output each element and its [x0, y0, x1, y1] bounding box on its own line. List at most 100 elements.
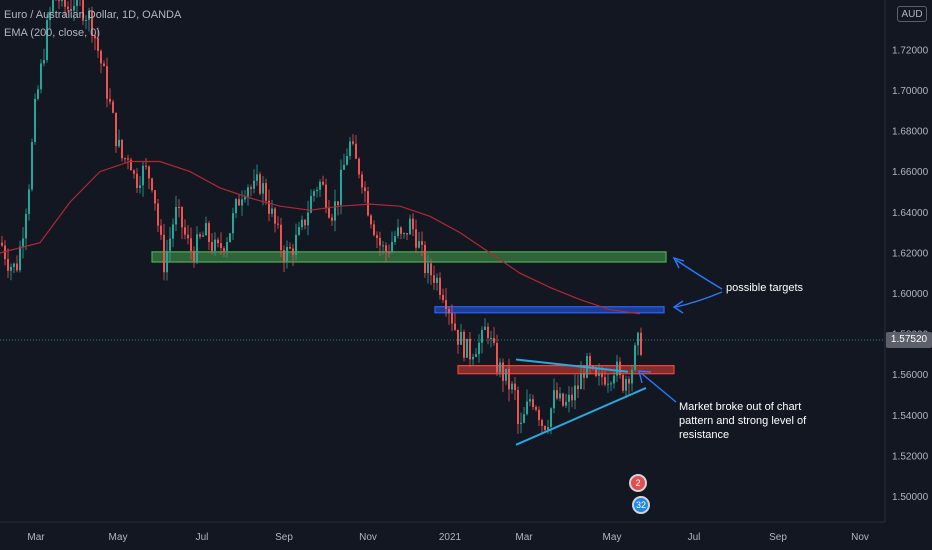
candle-body [502, 362, 504, 381]
candle-body [550, 408, 552, 427]
candle-body [598, 373, 600, 376]
candle-body [565, 401, 567, 406]
candle-body [178, 206, 180, 208]
candle-body [388, 252, 390, 254]
candle-body [133, 170, 135, 174]
time-tick-label: Nov [851, 532, 869, 543]
candle-body [232, 213, 234, 234]
price-tick-label: 1.52000 [892, 451, 929, 462]
candle-body [493, 337, 495, 344]
candle-body [340, 169, 342, 206]
candle-body [43, 60, 45, 64]
candle-body [568, 394, 570, 402]
candle-body [247, 187, 249, 197]
candle-body [112, 101, 114, 113]
candle-body [211, 242, 213, 251]
candle-body [187, 234, 189, 239]
candle-body [610, 383, 612, 385]
candle-body [520, 422, 522, 425]
candle-body [322, 181, 324, 185]
candle-body [421, 241, 423, 245]
candle-body [373, 224, 375, 236]
candle-body [241, 199, 243, 206]
candle-body [244, 196, 246, 200]
candle-body [130, 159, 132, 171]
price-axis-labels: 1.72000 1.70000 1.68000 1.66000 1.64000 1.620… [892, 45, 929, 503]
candle-body [238, 199, 240, 206]
candle-body [508, 368, 510, 390]
candle-body [439, 277, 441, 295]
candle-body [262, 183, 264, 194]
candle-body [25, 213, 27, 239]
candle-body [70, 9, 72, 11]
candle-body [115, 112, 117, 147]
event-flag-icon[interactable]: 2 [629, 474, 647, 492]
candle-body [511, 383, 513, 390]
price-tick-label: 1.66000 [892, 167, 929, 178]
candle-body [580, 373, 582, 390]
ema-indicator-label[interactable]: EMA (200, close, 0) [4, 27, 100, 39]
currency-badge[interactable]: AUD [897, 6, 927, 22]
candle-body [583, 373, 585, 378]
candle-body [379, 238, 381, 246]
candle-body [34, 98, 36, 143]
candle-body [316, 189, 318, 192]
candle-body [355, 143, 357, 159]
candle-body [199, 234, 201, 237]
candle-body [259, 174, 261, 194]
candle-body [313, 191, 315, 196]
candle-body [142, 165, 144, 186]
candle-body [538, 409, 540, 421]
candle-body [172, 224, 174, 239]
candle-body [331, 217, 333, 221]
candle-body [385, 245, 387, 253]
candle-body [532, 399, 534, 408]
candle-body [334, 201, 336, 221]
candle-body [193, 250, 195, 263]
annotation-breakout: Market broke out of chart pattern and st… [679, 401, 807, 441]
candle-body [220, 243, 222, 249]
candle-body [217, 239, 219, 244]
candle-body [328, 207, 330, 218]
candle-body [148, 166, 150, 179]
candle-body [154, 190, 156, 204]
earnings-icon[interactable]: 32 [632, 496, 650, 514]
time-tick-label: Nov [359, 532, 377, 543]
candle-body [559, 393, 561, 399]
price-tick-label: 1.68000 [892, 127, 929, 138]
candle-body [268, 200, 270, 214]
candle-body [556, 390, 558, 399]
candle-body [118, 139, 120, 147]
candle-body [628, 378, 630, 384]
candle-body [514, 383, 516, 391]
candle-body [346, 155, 348, 165]
price-tick-label: 1.70000 [892, 86, 929, 97]
trendline-lower [515, 387, 647, 446]
zone-blue [434, 306, 665, 314]
candle-body [226, 242, 228, 252]
candle-body [310, 195, 312, 213]
candle-body [82, 0, 84, 21]
candle-body [490, 337, 492, 339]
candle-body [169, 238, 171, 251]
candle-body [163, 234, 165, 273]
candle-body [139, 185, 141, 188]
candle-body [418, 241, 420, 248]
candle-body [106, 66, 108, 99]
zones-layer [151, 251, 675, 375]
candle-body [1, 242, 3, 246]
candle-body [265, 183, 267, 201]
candle-body [352, 141, 354, 144]
candle-body [184, 227, 186, 235]
candle-body [283, 250, 285, 263]
candle-body [376, 235, 378, 239]
candle-body [76, 0, 78, 6]
candle-body [529, 399, 531, 402]
candle-body [22, 238, 24, 247]
candle-body [208, 223, 210, 243]
candle-body [121, 139, 123, 159]
candle-body [49, 11, 51, 21]
candle-body [454, 323, 456, 330]
time-tick-label: Sep [769, 532, 787, 543]
